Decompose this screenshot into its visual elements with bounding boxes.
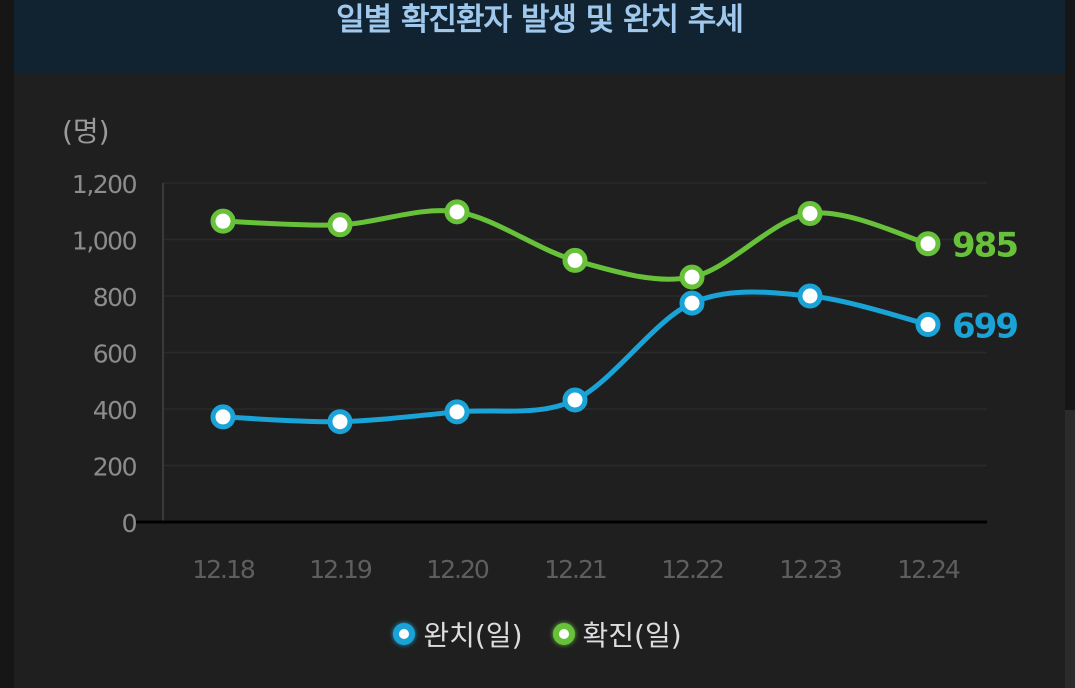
y-tick-label-1200: 1,200 <box>72 170 137 199</box>
x-tick-label-12.24: 12.24 <box>897 555 960 584</box>
chart-header: 일별 확진환자 발생 및 완치 추세 <box>14 0 1065 74</box>
legend: 완치(일) 확진(일) <box>0 614 1075 654</box>
end-value-label-confirmed: 985 <box>952 226 1017 266</box>
chart-panel <box>14 0 1065 688</box>
data-point-recovered-12.19 <box>327 409 353 435</box>
legend-label-recovered: 완치(일) <box>423 619 523 652</box>
y-tick-label-800: 800 <box>93 283 137 312</box>
legend-item-recovered[interactable]: 완치(일) <box>393 614 523 654</box>
x-tick-label-12.21: 12.21 <box>544 555 606 584</box>
legend-item-confirmed[interactable]: 확진(일) <box>552 614 682 654</box>
x-tick-label-12.18: 12.18 <box>192 555 255 584</box>
data-point-confirmed-12.18 <box>210 208 236 234</box>
end-value-label-recovered: 699 <box>952 307 1017 347</box>
y-tick-label-600: 600 <box>93 340 137 369</box>
y-tick-label-0: 0 <box>122 509 137 538</box>
legend-marker-confirmed <box>552 623 575 645</box>
data-point-recovered-12.23 <box>797 283 823 309</box>
data-point-confirmed-12.22 <box>679 264 705 290</box>
y-tick-label-400: 400 <box>93 396 137 425</box>
y-tick-label-200: 200 <box>93 453 137 482</box>
data-point-confirmed-12.20 <box>444 199 470 225</box>
scrollbar[interactable] <box>1065 410 1075 688</box>
data-point-confirmed-12.19 <box>327 212 353 238</box>
data-point-recovered-12.20 <box>444 399 470 425</box>
data-point-recovered-12.22 <box>679 290 705 316</box>
data-point-confirmed-12.24 <box>915 231 941 257</box>
data-point-recovered-12.18 <box>210 404 236 430</box>
x-tick-label-12.19: 12.19 <box>309 555 372 584</box>
chart-title: 일별 확진환자 발생 및 완치 추세 <box>336 2 744 38</box>
data-point-recovered-12.21 <box>562 387 588 413</box>
x-tick-label-12.20: 12.20 <box>426 555 489 584</box>
y-axis-unit-label: (명) <box>62 115 110 148</box>
y-tick-label-1000: 1,000 <box>72 227 137 256</box>
data-point-recovered-12.24 <box>915 312 941 338</box>
data-point-confirmed-12.23 <box>797 201 823 227</box>
legend-marker-recovered <box>393 623 416 645</box>
data-point-confirmed-12.21 <box>562 247 588 273</box>
legend-label-confirmed: 확진(일) <box>582 619 682 652</box>
x-tick-label-12.22: 12.22 <box>661 555 723 584</box>
x-tick-label-12.23: 12.23 <box>779 555 841 584</box>
